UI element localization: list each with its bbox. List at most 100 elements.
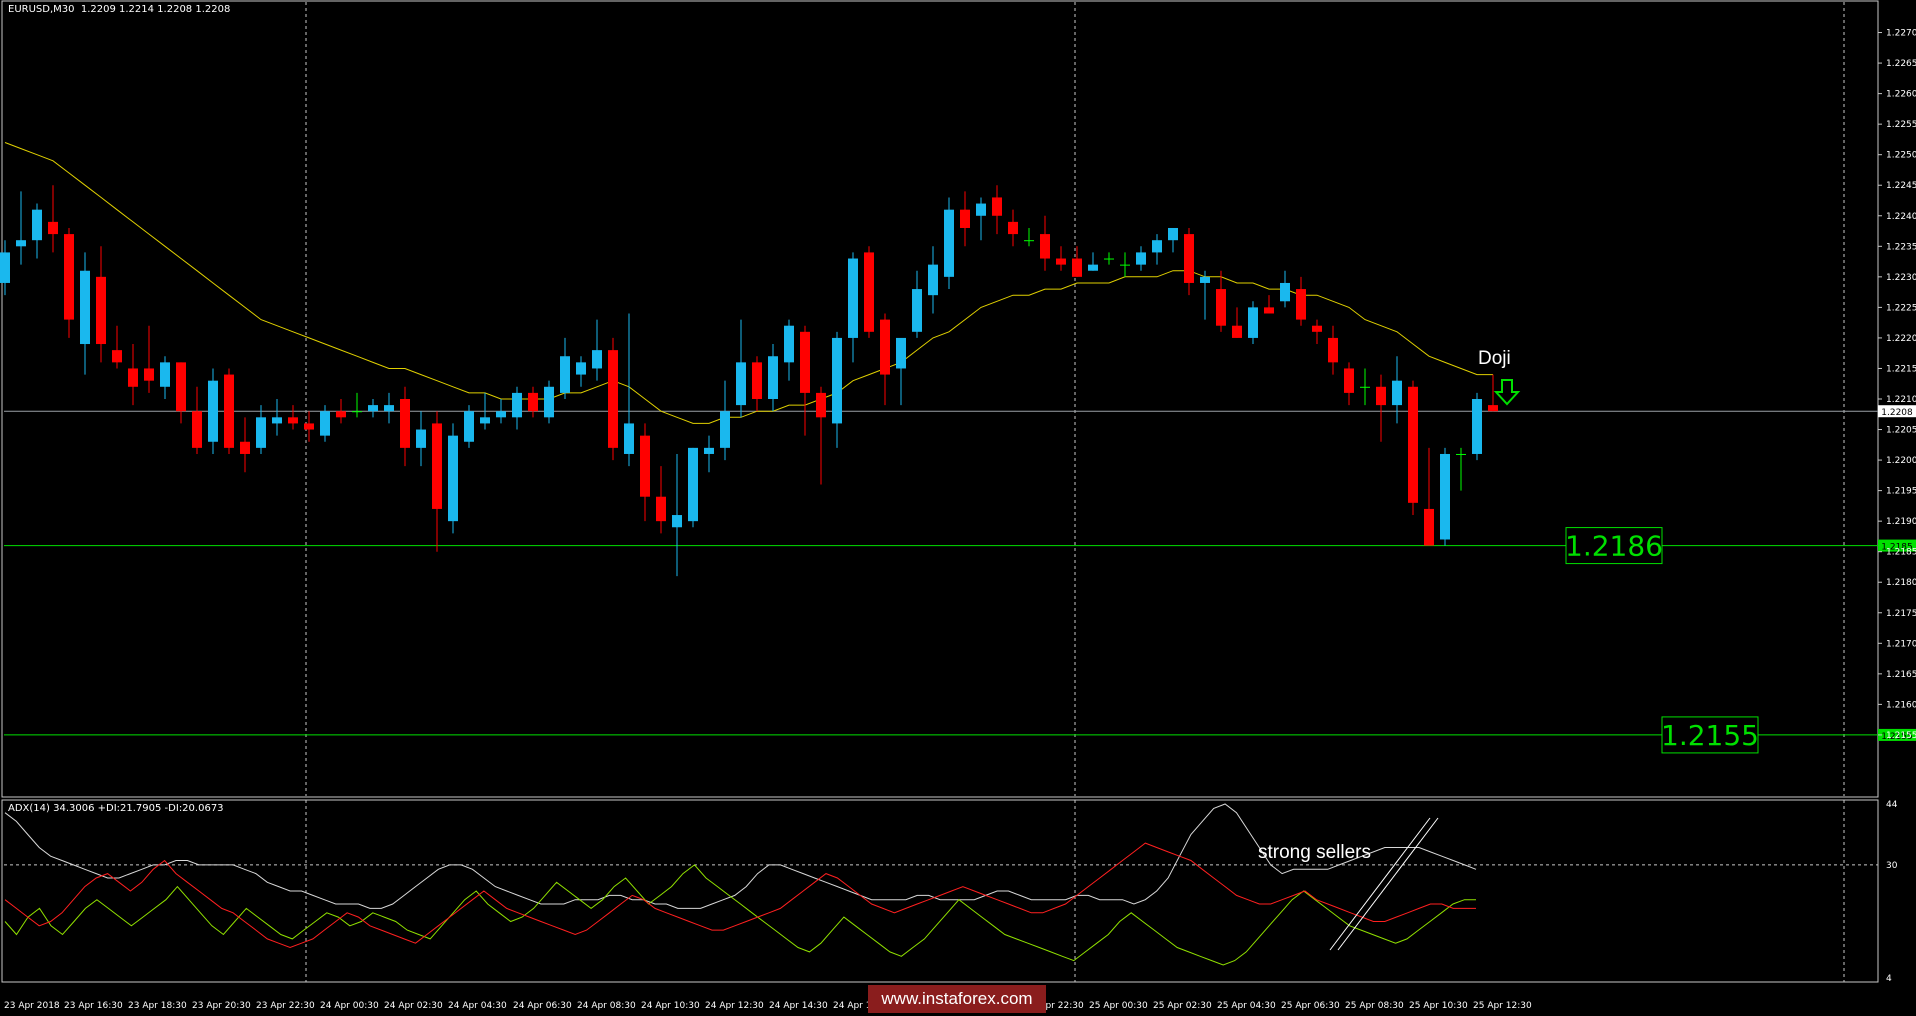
candle: [400, 386, 410, 467]
candle: [880, 313, 890, 406]
candle-body: [1104, 258, 1114, 260]
plus-di-line: [4, 864, 1476, 966]
candle-body: [1040, 234, 1050, 259]
indicator-pane-frame: [1, 799, 1879, 983]
candle: [368, 399, 378, 418]
candle-body: [128, 368, 138, 387]
x-tick-label: 23 Apr 2018: [4, 1001, 60, 1011]
x-tick-label: 25 Apr 04:30: [1217, 1001, 1276, 1011]
candle: [1376, 374, 1386, 442]
candle: [1184, 227, 1194, 296]
candle-body: [96, 276, 106, 345]
candle: [224, 368, 234, 454]
candle: [1328, 325, 1338, 375]
candle-body: [800, 331, 810, 393]
x-tick-label: 23 Apr 20:30: [192, 1001, 251, 1011]
y-tick-label: 1.2165: [1886, 670, 1916, 680]
candle: [256, 405, 266, 454]
y-tick-label: 1.2200: [1886, 456, 1916, 466]
x-tick-label: 24 Apr 12:30: [705, 1001, 764, 1011]
candle-body: [192, 411, 202, 448]
candle: [512, 386, 522, 430]
candle: [160, 356, 170, 399]
candle: [48, 185, 58, 253]
candle-body: [1024, 240, 1034, 242]
adx-y-tick-label: 4: [1886, 974, 1892, 984]
candle-body: [960, 209, 970, 228]
candle-body: [1232, 325, 1242, 338]
candle-body: [1440, 453, 1450, 540]
x-tick-label: 24 Apr 02:30: [384, 1001, 443, 1011]
candle-body: [1344, 368, 1354, 393]
candle-body: [288, 417, 298, 424]
candle: [528, 386, 538, 418]
candle-body: [1424, 508, 1434, 546]
level-price-tag: [1878, 728, 1916, 741]
candle-body: [912, 289, 922, 332]
candle-body: [272, 417, 282, 424]
x-tick-label: 23 Apr 22:30: [256, 1001, 315, 1011]
candle-body: [768, 356, 778, 399]
candle-body: [928, 264, 938, 296]
candle-body: [336, 411, 346, 418]
candle: [112, 325, 122, 369]
candle: [896, 337, 906, 406]
candle: [272, 399, 282, 436]
adx-y-tick-label: 44: [1886, 800, 1898, 810]
candle: [1280, 270, 1290, 308]
candle-body: [16, 240, 26, 247]
candle-body: [1264, 307, 1274, 314]
candle: [1232, 307, 1242, 338]
candle: [688, 447, 698, 528]
candle: [672, 453, 682, 577]
x-tick-label: 25 Apr 06:30: [1281, 1001, 1340, 1011]
level-label-box: [1661, 716, 1759, 754]
candle: [800, 325, 810, 436]
candle: [624, 313, 634, 467]
candle-body: [80, 270, 90, 345]
candle-body: [560, 356, 570, 393]
candle: [1056, 246, 1066, 271]
candle-body: [384, 405, 394, 412]
candle: [1424, 447, 1434, 546]
candle-body: [368, 405, 378, 412]
x-tick-label: 23 Apr 16:30: [64, 1001, 123, 1011]
candle-body: [320, 411, 330, 436]
y-tick-label: 1.2190: [1886, 517, 1916, 527]
candle-body: [1360, 386, 1370, 388]
candle: [1456, 447, 1466, 491]
candle: [1216, 270, 1226, 332]
candle: [1072, 246, 1082, 277]
x-tick-label: 25 Apr 08:30: [1345, 1001, 1404, 1011]
candle: [96, 246, 106, 363]
candle: [1152, 234, 1162, 265]
candle: [352, 392, 362, 418]
x-tick-label: 24 Apr 14:30: [769, 1001, 828, 1011]
candle-body: [656, 496, 666, 522]
candle: [816, 386, 826, 485]
candle-body: [224, 374, 234, 448]
current-price-label: 1.2208: [1881, 408, 1913, 418]
candle-body: [752, 362, 762, 399]
candle: [1168, 227, 1178, 253]
candle: [1040, 215, 1050, 271]
candle-body: [1152, 240, 1162, 253]
candle-body: [416, 429, 426, 448]
candle-body: [1472, 399, 1482, 454]
x-tick-label: 25 Apr 10:30: [1409, 1001, 1468, 1011]
candle-body: [672, 515, 682, 528]
candle: [416, 411, 426, 467]
candle: [480, 392, 490, 430]
candle-body: [688, 447, 698, 522]
candle: [944, 197, 954, 290]
candle: [704, 435, 714, 473]
candle-body: [1056, 258, 1066, 265]
y-tick-label: 1.2205: [1886, 426, 1916, 436]
candle-body: [1280, 282, 1290, 302]
level-label: 1.2186: [1565, 530, 1663, 563]
candle-body: [592, 350, 602, 369]
candle-body: [1168, 227, 1178, 241]
candle-body: [992, 197, 1002, 216]
y-tick-label: 1.2270: [1886, 29, 1916, 39]
